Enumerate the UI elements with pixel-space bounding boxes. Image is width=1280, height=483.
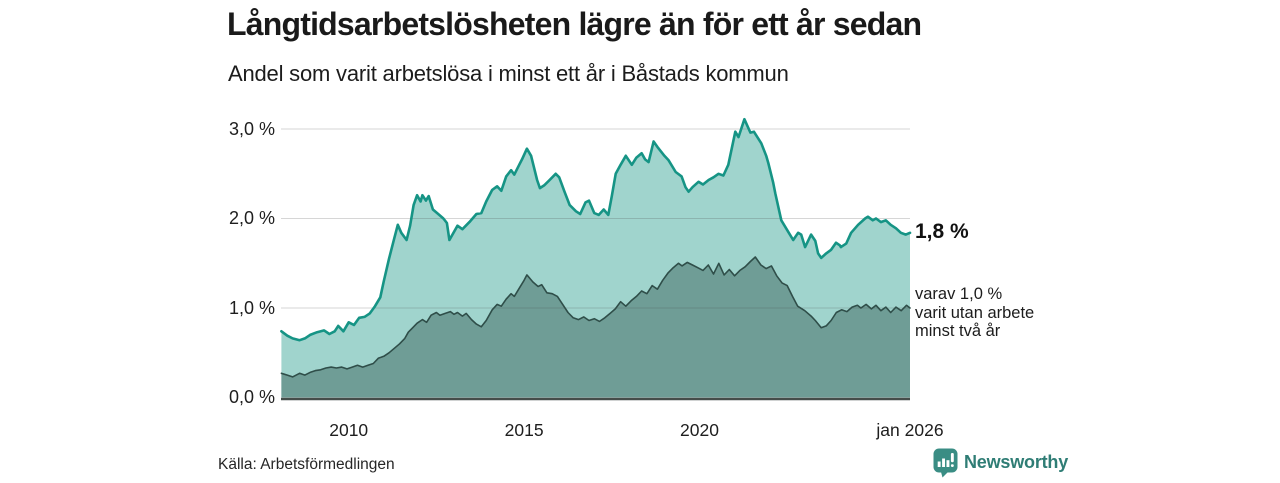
y-tick-label: 1,0 % [228,297,275,318]
x-tick-label: jan 2026 [876,420,944,440]
series-label-line: varav 1,0 % [915,285,1003,303]
series-label-total: 1,8 % [915,220,969,243]
x-tick-label: 2020 [680,420,719,440]
chart-subtitle: Andel som varit arbetslösa i minst ett å… [228,61,789,86]
y-tick-label: 3,0 % [228,118,275,139]
chart-title: Långtidsarbetslösheten lägre än för ett … [227,6,922,42]
series-label-two-years: varav 1,0 % varit utan arbete minst två … [915,285,1034,341]
newsworthy-icon [933,448,958,478]
x-tick-label: 2010 [329,420,369,440]
newsworthy-wordmark: Newsworthy [964,452,1069,472]
x-tick-label: 2015 [504,420,544,440]
series-label-line: varit utan arbete [915,303,1035,322]
source-note: Källa: Arbetsförmedlingen [218,456,395,473]
y-tick-label: 0,0 % [228,387,275,407]
newsworthy-logo: Newsworthy [933,448,1068,478]
series-label-line: minst två år [915,322,1001,340]
y-tick-label: 2,0 % [228,208,275,228]
